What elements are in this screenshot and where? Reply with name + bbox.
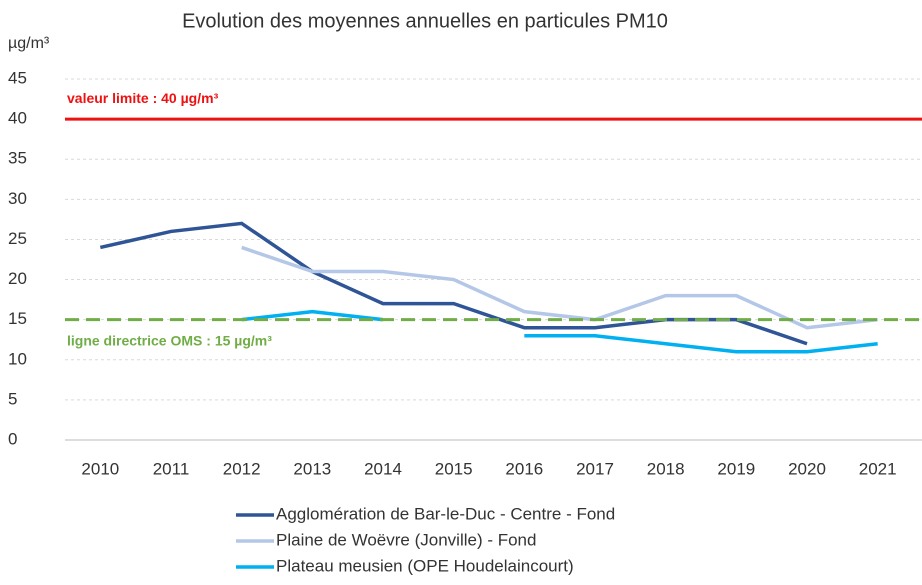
x-tick-label: 2014 [364, 459, 402, 478]
x-tick-label: 2016 [505, 459, 543, 478]
series-line [241, 245, 878, 330]
legend-label: Plaine de Woëvre (Jonville) - Fond [276, 530, 536, 549]
x-tick-label: 2011 [153, 459, 190, 478]
x-tick-label: 2019 [717, 459, 755, 478]
y-tick-label: 0 [8, 429, 17, 448]
y-tick-label: 35 [8, 149, 27, 168]
y-tick-label: 45 [8, 68, 27, 87]
chart-title: Evolution des moyennes annuelles en part… [182, 10, 668, 32]
x-tick-label: 2013 [293, 459, 331, 478]
x-tick-label: 2017 [576, 459, 614, 478]
x-tick-label: 2015 [435, 459, 473, 478]
y-tick-label: 25 [8, 229, 27, 248]
x-tick-label: 2020 [788, 459, 826, 478]
legend-label: Agglomération de Bar-le-Duc - Centre - F… [276, 504, 615, 523]
x-tick-label: 2021 [859, 459, 897, 478]
y-tick-label: 5 [8, 389, 17, 408]
y-axis-label: µg/m³ [8, 35, 50, 52]
x-tick-label: 2012 [223, 459, 261, 478]
y-tick-label: 15 [8, 309, 27, 328]
reference-label: ligne directrice OMS : 15 µg/m³ [67, 332, 272, 348]
legend-label: Plateau meusien (OPE Houdelaincourt) [276, 556, 574, 575]
series-line [99, 221, 808, 346]
y-tick-label: 40 [8, 109, 27, 128]
series-line [241, 309, 878, 354]
y-tick-label: 30 [8, 189, 27, 208]
reference-label: valeur limite : 40 µg/m³ [67, 90, 219, 106]
x-tick-label: 2018 [647, 459, 685, 478]
y-tick-label: 10 [8, 349, 27, 368]
y-tick-label: 20 [8, 269, 27, 288]
x-tick-label: 2010 [81, 459, 119, 478]
